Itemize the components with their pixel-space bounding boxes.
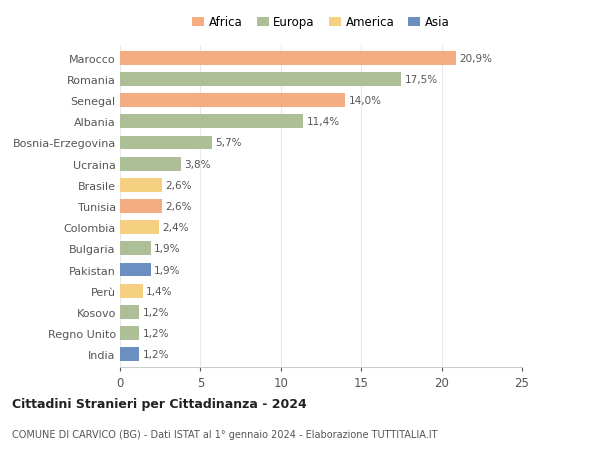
Bar: [120, 52, 456, 66]
Bar: [120, 157, 181, 171]
Text: 2,6%: 2,6%: [165, 202, 191, 212]
Bar: [120, 73, 401, 87]
Bar: [120, 347, 139, 361]
Text: 1,2%: 1,2%: [143, 328, 169, 338]
Bar: [120, 284, 143, 298]
Bar: [120, 221, 158, 235]
Text: 1,2%: 1,2%: [143, 349, 169, 359]
Bar: [120, 263, 151, 277]
Bar: [120, 94, 345, 108]
Bar: [120, 115, 304, 129]
Bar: [120, 305, 139, 319]
Legend: Africa, Europa, America, Asia: Africa, Europa, America, Asia: [193, 17, 449, 29]
Text: 11,4%: 11,4%: [307, 117, 340, 127]
Bar: [120, 200, 162, 213]
Text: 2,6%: 2,6%: [165, 180, 191, 190]
Bar: [120, 136, 212, 150]
Bar: [120, 179, 162, 192]
Text: 3,8%: 3,8%: [184, 159, 211, 169]
Text: 14,0%: 14,0%: [349, 96, 382, 106]
Text: 1,9%: 1,9%: [154, 244, 180, 254]
Text: 2,4%: 2,4%: [162, 223, 188, 233]
Bar: [120, 326, 139, 340]
Text: Cittadini Stranieri per Cittadinanza - 2024: Cittadini Stranieri per Cittadinanza - 2…: [12, 397, 307, 410]
Text: 1,9%: 1,9%: [154, 265, 180, 275]
Text: 17,5%: 17,5%: [404, 75, 438, 85]
Text: 1,4%: 1,4%: [146, 286, 172, 296]
Text: COMUNE DI CARVICO (BG) - Dati ISTAT al 1° gennaio 2024 - Elaborazione TUTTITALIA: COMUNE DI CARVICO (BG) - Dati ISTAT al 1…: [12, 429, 437, 439]
Bar: [120, 242, 151, 256]
Text: 1,2%: 1,2%: [143, 307, 169, 317]
Text: 5,7%: 5,7%: [215, 138, 241, 148]
Text: 20,9%: 20,9%: [459, 54, 492, 64]
